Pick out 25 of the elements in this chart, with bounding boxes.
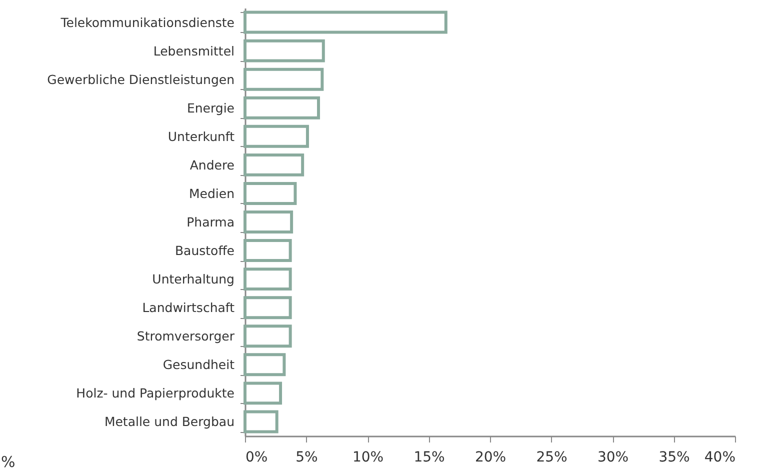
x-tick-label: 15% — [414, 450, 445, 466]
y-tick-label: Baustoffe — [174, 243, 235, 258]
y-tick-label: Medien — [189, 186, 234, 201]
x-tick-label: 5% — [296, 450, 318, 466]
y-tick-label: Pharma — [186, 214, 234, 230]
y-tick-label: Unterkunft — [168, 128, 235, 144]
y-tick-label: Stromversorger — [136, 328, 236, 344]
x-tick-label: 20% — [474, 450, 506, 466]
x-tick-label: 30% — [597, 450, 629, 466]
y-tick-label: Holz- und Papierprodukte — [76, 386, 235, 401]
x-tick-label: 40% — [704, 450, 736, 466]
text: % — [1, 453, 16, 471]
y-tick-label: Lebensmittel — [153, 43, 234, 58]
y-tick-label: Metalle und Bergbau — [104, 414, 234, 430]
y-tick-label: Energie — [186, 100, 235, 116]
y-tick-label: Telekommunikationsdienste — [60, 14, 235, 30]
x-tick-label: 0% — [246, 450, 268, 466]
x-tick-label: 25% — [536, 450, 568, 466]
y-tick-label: Gesundheit — [162, 357, 235, 372]
y-tick-label: Landwirtschaft — [142, 300, 235, 316]
x-tick-label: 10% — [352, 450, 384, 466]
x-tick-label: 35% — [658, 450, 690, 466]
y-tick-label: Gewerbliche Dienstleistungen — [47, 72, 234, 87]
y-tick-label: Andere — [190, 157, 235, 172]
y-tick-label: Unterhaltung — [152, 272, 234, 287]
